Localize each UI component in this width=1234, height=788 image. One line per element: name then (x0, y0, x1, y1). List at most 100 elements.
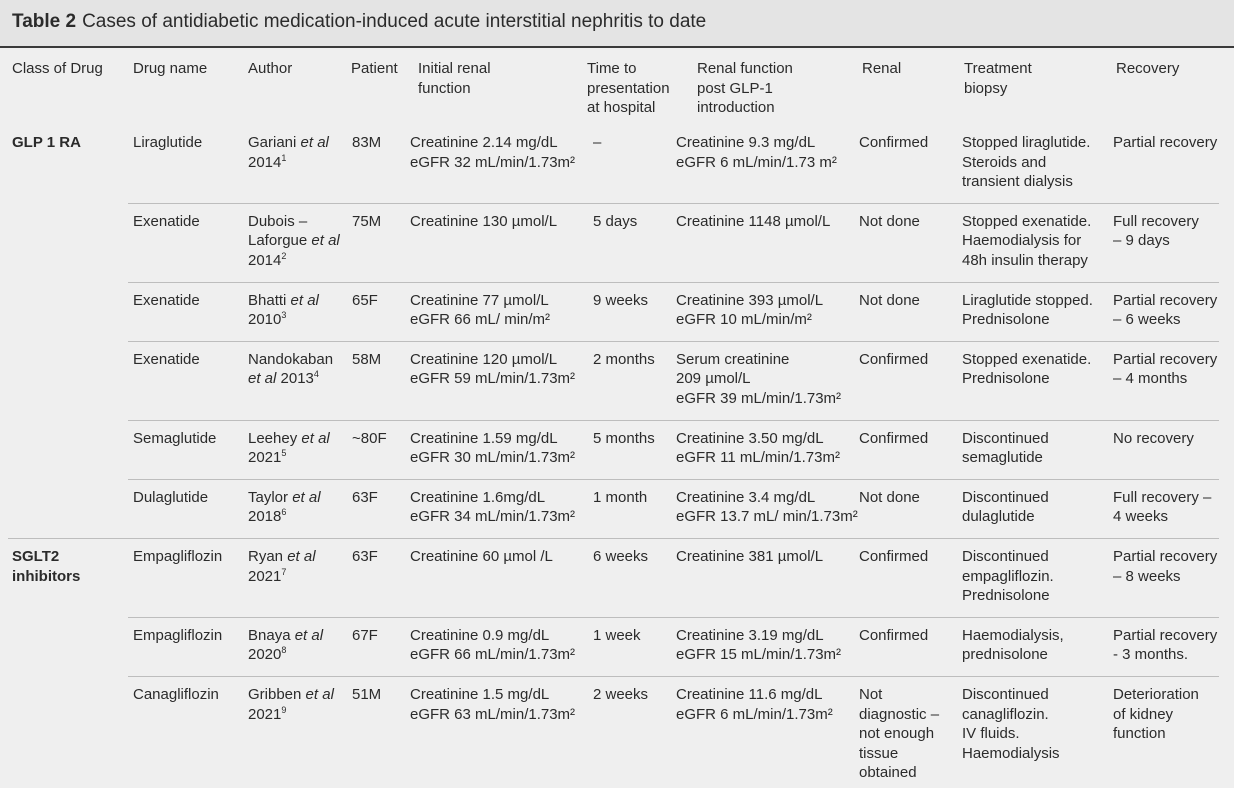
biopsy-cell: Confirmed (859, 133, 928, 153)
header-cell: Time to presentation at hospital (587, 59, 670, 118)
initial-line: Creatinine 1.5 mg/dL (410, 686, 550, 703)
patient-cell: 67F (352, 626, 378, 646)
recovery-line: – 4 months (1113, 370, 1188, 388)
author-name: Taylor (248, 488, 289, 506)
treatment-cell: Stopped exenatide. Haemodialysis for 48h i… (962, 212, 1091, 271)
treatment-line: empagliflozin. (962, 567, 1054, 585)
post-line: Creatinine 3.50 mg/dL (676, 429, 824, 447)
patient-line: 83M (352, 134, 382, 151)
recovery-cell: Full recovery – 4 weeks (1113, 488, 1211, 527)
time-line: 1 week (593, 626, 641, 644)
title: Table 2 Cases of antidiabetic medication-… (12, 11, 706, 33)
author-cell: Nandokaban et al 20134 (248, 350, 348, 389)
author-year: 2021 (248, 567, 282, 585)
table-title: Cases of antidiabetic medication-induced… (82, 11, 707, 32)
post-line: Creatinine 393 µmol/L (676, 291, 824, 309)
time-line: – (593, 134, 602, 151)
time-line: 1 month (593, 488, 648, 506)
author-name: Dubois – Laforgue (248, 212, 308, 250)
time-line: 6 weeks (593, 548, 649, 565)
post-cell: Serum creatinine 209 µmol/L eGFR 39 mL/min… (676, 350, 841, 409)
post-line: Creatinine 11.6 mg/dL (676, 686, 823, 703)
biopsy-line: not enough (859, 725, 935, 743)
treatment-line: Discontinued (962, 429, 1049, 447)
author-name: Bhatti (248, 291, 287, 309)
initial-cell: Creatinine 130 µmol/L (410, 212, 557, 232)
recovery-line: – 9 days (1113, 232, 1170, 250)
recovery-line: Partial recovery (1113, 548, 1218, 565)
patient-cell: 63F (352, 488, 378, 508)
recovery-cell: Partial recovery - 3 months. (1113, 626, 1217, 665)
author-cell: Gribben et al 20219 (248, 685, 348, 724)
post-line: 209 µmol/L (676, 370, 751, 388)
time-line: 2 weeks (593, 686, 649, 703)
treatment-line: Stopped exenatide. (962, 212, 1092, 230)
patient-line: 58M (352, 350, 382, 368)
biopsy-line: Not done (859, 488, 920, 506)
treatment-line: Haemodialysis (962, 744, 1060, 762)
post-line: eGFR 13.7 mL/ min/1.73m² (676, 508, 858, 526)
reference: 6 (281, 507, 287, 518)
post-line: Creatinine 1148 µmol/L (676, 212, 831, 230)
drug-line: Empagliflozin (133, 548, 223, 565)
drug-cell: Liraglutide (133, 133, 202, 153)
treatment-cell: Stopped liraglutide. Steroids and transien… (962, 133, 1090, 192)
drug-line: Empagliflozin (133, 626, 223, 644)
header-cell: Drug name (133, 59, 207, 79)
biopsy-line: Confirmed (859, 626, 929, 644)
class-line: GLP 1 RA (12, 134, 81, 151)
recovery-line: No recovery (1113, 429, 1194, 447)
biopsy-cell: Confirmed (859, 429, 928, 449)
reference: 4 (313, 369, 319, 380)
treatment-line: Stopped liraglutide. (962, 134, 1091, 151)
drug-cell: Dulaglutide (133, 488, 208, 508)
author-name: Gariani (248, 134, 297, 151)
post-line: Creatinine 381 µmol/L (676, 548, 824, 565)
et-al: et al (294, 626, 324, 644)
treatment-cell: Discontinued canagliflozin. IV fluids. Haem… (962, 685, 1060, 763)
author-cell: Taylor et al 20186 (248, 488, 348, 527)
header-line: presentation (587, 79, 670, 97)
drug-cell: Semaglutide (133, 429, 216, 449)
biopsy-cell: Not done (859, 291, 920, 311)
treatment-line: 48h insulin therapy (962, 251, 1088, 269)
recovery-line: – 6 weeks (1113, 311, 1181, 329)
drug-cell: Empagliflozin (133, 547, 222, 567)
author-name: Nandokaban (248, 350, 334, 368)
recovery-line: Partial recovery (1113, 291, 1218, 309)
time-cell: – (593, 133, 601, 153)
treatment-line: Discontinued (962, 548, 1049, 565)
drug-line: Exenatide (133, 212, 200, 230)
treatment-line: prednisolone (962, 646, 1048, 664)
treatment-line: Discontinued (962, 686, 1049, 703)
biopsy-line: Confirmed (859, 350, 929, 368)
et-al: et al (305, 686, 334, 703)
initial-line: Creatinine 60 µmol /L (410, 548, 553, 565)
post-cell: Creatinine 9.3 mg/dL eGFR 6 mL/min/1.73 m… (676, 133, 837, 172)
post-line: Creatinine 3.4 mg/dL (676, 488, 816, 506)
header-cell: Initial renal function (418, 59, 491, 98)
row-separator (128, 616, 1219, 618)
drug-class: GLP 1 RA (12, 133, 81, 153)
treatment-line: Prednisolone (962, 370, 1050, 388)
header-cell: Patient (351, 59, 398, 79)
time-cell: 5 months (593, 429, 655, 449)
time-cell: 1 month (593, 488, 647, 508)
author-year: 2020 (248, 646, 282, 664)
biopsy-cell: Confirmed (859, 547, 928, 567)
author-name: Leehey (248, 429, 298, 447)
treatment-line: Haemodialysis for (962, 232, 1082, 250)
author-name: Bnaya (248, 626, 291, 644)
recovery-line: Partial recovery (1113, 134, 1218, 151)
author-year: 2021 (248, 705, 282, 723)
initial-line: Creatinine 0.9 mg/dL (410, 626, 550, 644)
et-al: et al (292, 488, 321, 506)
biopsy-cell: Confirmed (859, 626, 928, 646)
time-cell: 2 months (593, 350, 655, 370)
patient-line: 63F (352, 488, 378, 506)
reference: 8 (281, 645, 287, 656)
patient-cell: 83M (352, 133, 381, 153)
header-cell: Class of Drug (12, 59, 103, 79)
treatment-line: semaglutide (962, 449, 1043, 467)
post-cell: Creatinine 381 µmol/L (676, 547, 823, 567)
